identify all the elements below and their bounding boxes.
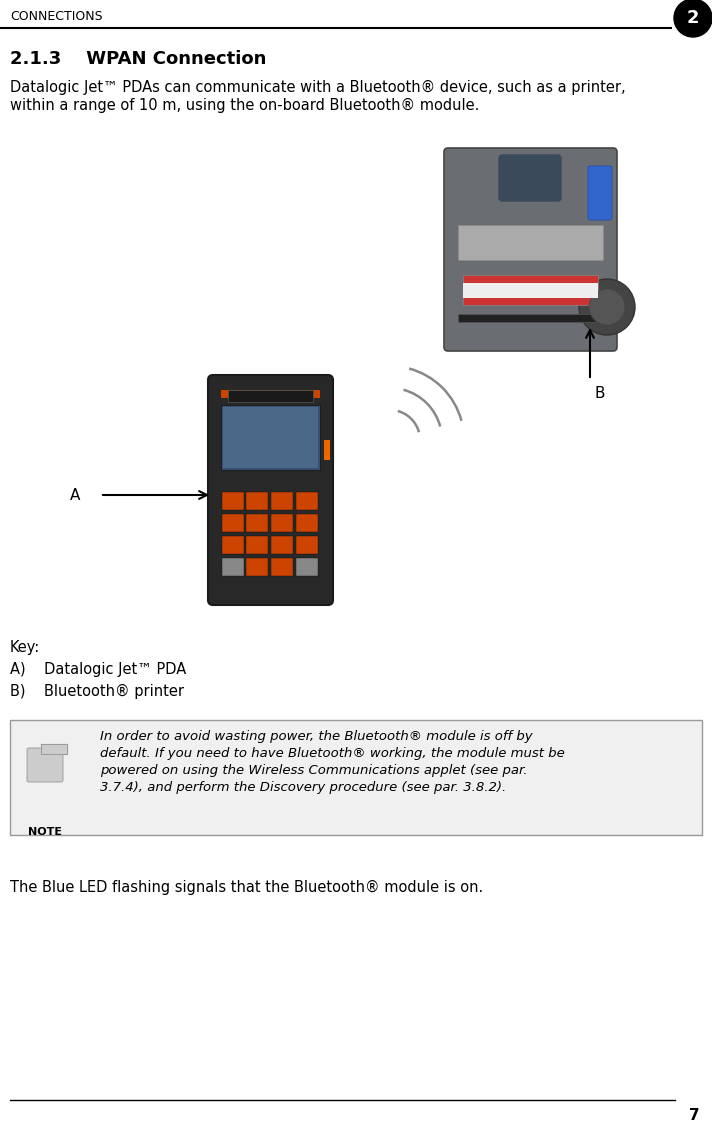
Text: 7: 7 <box>689 1108 700 1123</box>
FancyBboxPatch shape <box>208 375 333 605</box>
Polygon shape <box>41 744 67 754</box>
Bar <box>458 314 603 322</box>
Text: Key:: Key: <box>10 640 41 655</box>
Bar <box>296 492 318 510</box>
Circle shape <box>674 0 712 37</box>
Text: 2: 2 <box>687 9 699 27</box>
Bar <box>463 275 598 305</box>
Bar <box>246 558 268 576</box>
Bar <box>271 558 293 576</box>
Bar <box>324 440 330 460</box>
Text: 2.1.3    WPAN Connection: 2.1.3 WPAN Connection <box>10 50 266 68</box>
Text: 3.7.4), and perform the Discovery procedure (see par. 3.8.2).: 3.7.4), and perform the Discovery proced… <box>100 782 506 794</box>
Bar <box>271 492 293 510</box>
FancyBboxPatch shape <box>27 748 63 782</box>
Bar <box>463 283 598 297</box>
Bar <box>223 407 318 468</box>
Bar <box>222 513 244 532</box>
Bar <box>296 536 318 554</box>
Text: A)    Datalogic Jet™ PDA: A) Datalogic Jet™ PDA <box>10 662 187 677</box>
Text: CONNECTIONS: CONNECTIONS <box>10 10 103 23</box>
Text: within a range of 10 m, using the on-board Bluetooth® module.: within a range of 10 m, using the on-boa… <box>10 98 479 113</box>
Text: NOTE: NOTE <box>28 827 62 837</box>
Bar <box>222 558 244 576</box>
Text: B)    Bluetooth® printer: B) Bluetooth® printer <box>10 684 184 699</box>
Text: B: B <box>595 386 605 400</box>
FancyBboxPatch shape <box>499 155 561 201</box>
FancyBboxPatch shape <box>444 148 617 351</box>
Bar <box>296 558 318 576</box>
Bar <box>246 492 268 510</box>
Text: default. If you need to have Bluetooth® working, the module must be: default. If you need to have Bluetooth® … <box>100 746 565 760</box>
FancyBboxPatch shape <box>10 720 702 835</box>
Bar <box>222 492 244 510</box>
Bar <box>458 225 603 260</box>
Bar <box>222 536 244 554</box>
Bar <box>246 513 268 532</box>
Text: In order to avoid wasting power, the Bluetooth® module is off by: In order to avoid wasting power, the Blu… <box>100 729 533 743</box>
Text: The Blue LED flashing signals that the Bluetooth® module is on.: The Blue LED flashing signals that the B… <box>10 880 483 895</box>
Bar <box>271 536 293 554</box>
Bar <box>271 513 293 532</box>
Text: Datalogic Jet™ PDAs can communicate with a Bluetooth® device, such as a printer,: Datalogic Jet™ PDAs can communicate with… <box>10 80 626 95</box>
Bar <box>228 390 313 402</box>
Bar <box>246 536 268 554</box>
Text: A: A <box>70 487 80 502</box>
Circle shape <box>589 290 625 325</box>
Bar <box>221 405 320 470</box>
Circle shape <box>579 279 635 335</box>
Text: powered on using the Wireless Communications applet (see par.: powered on using the Wireless Communicat… <box>100 765 528 777</box>
Bar <box>221 390 320 398</box>
Bar <box>296 513 318 532</box>
FancyBboxPatch shape <box>588 166 612 221</box>
